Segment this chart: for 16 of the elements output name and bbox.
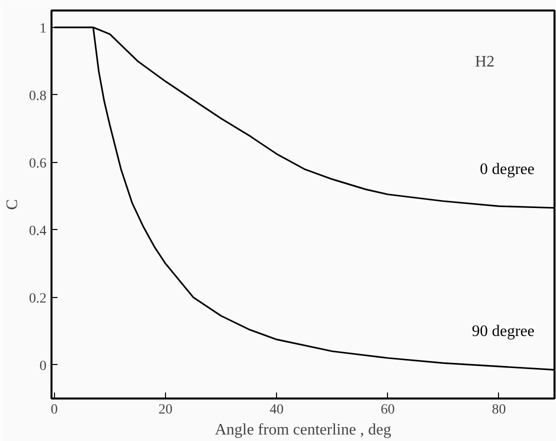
annotation: H2 xyxy=(474,54,495,70)
y-tick-label: 0.4 xyxy=(29,224,46,239)
x-tick-label: 0 xyxy=(50,402,58,418)
series-label: 90 degree xyxy=(472,322,535,340)
x-tick-label: 40 xyxy=(270,402,284,418)
x-tick-label: 60 xyxy=(380,402,395,418)
y-tick-label: 1 xyxy=(40,21,46,36)
x-tick-label: 20 xyxy=(158,402,172,418)
y-axis-title: C xyxy=(4,199,21,210)
y-tick-label: 0.6 xyxy=(29,156,46,172)
y-tick-label: 0 xyxy=(40,358,46,374)
y-tick-label: 0.8 xyxy=(29,88,46,104)
series-label: 0 degree xyxy=(480,160,535,178)
x-tick-label: 80 xyxy=(492,402,506,418)
y-tick-label: 0.2 xyxy=(29,291,46,306)
x-axis-title: Angle from centerline , deg xyxy=(214,422,392,438)
